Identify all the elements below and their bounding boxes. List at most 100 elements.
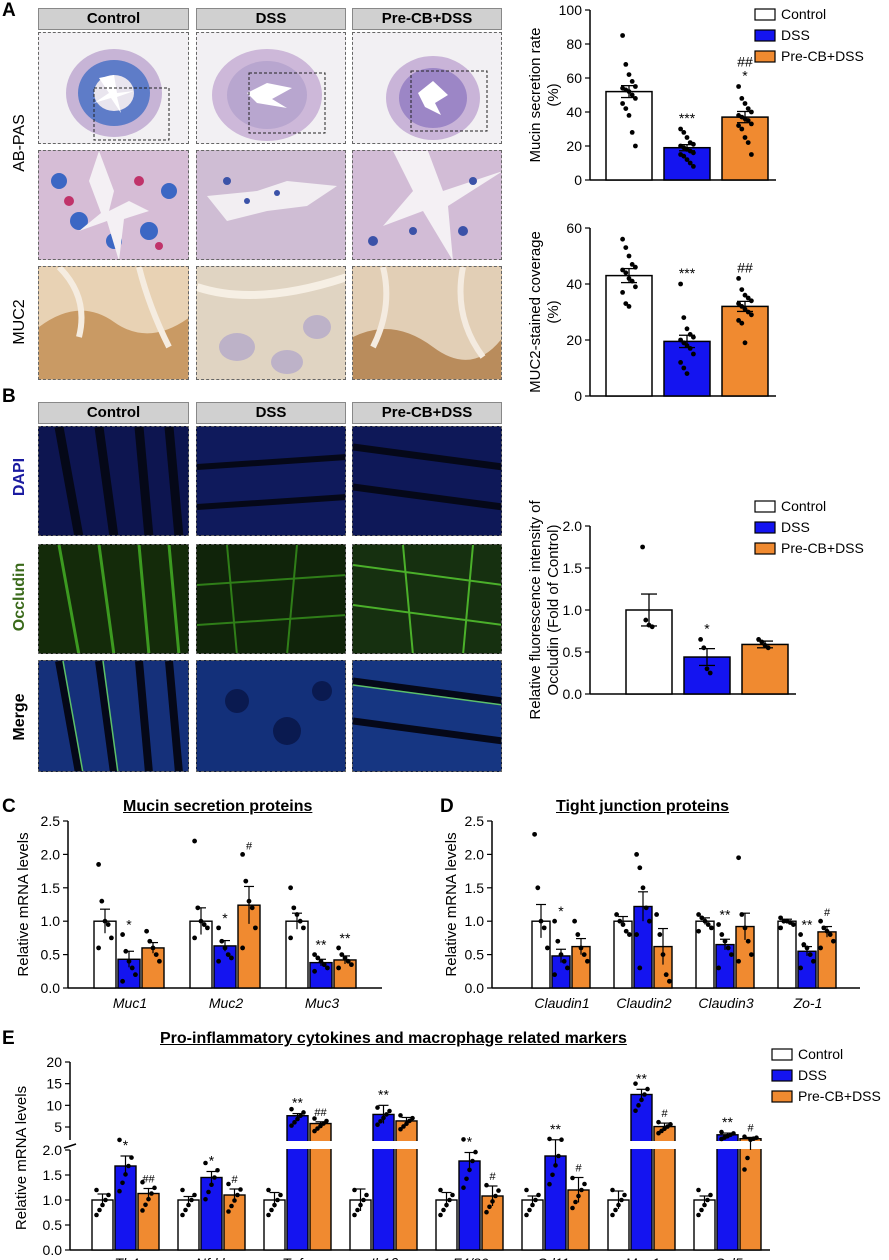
data-point bbox=[708, 1192, 713, 1198]
data-point bbox=[404, 1121, 409, 1127]
y-tick-label: 1.5 bbox=[43, 1167, 63, 1183]
data-point bbox=[180, 1212, 185, 1218]
bar-0-2 bbox=[137, 1192, 160, 1251]
y-axis-label: (%) bbox=[545, 300, 562, 323]
x-tick-label: Zo-1 bbox=[793, 995, 823, 1011]
data-point bbox=[269, 1207, 274, 1213]
significance-mark: * bbox=[123, 1137, 129, 1153]
bar-7-0 bbox=[693, 1199, 716, 1251]
muc2-control-image bbox=[38, 266, 189, 380]
row-label-merge: Merge bbox=[11, 693, 28, 741]
significance-mark: ## bbox=[142, 1174, 155, 1186]
data-point bbox=[818, 918, 823, 924]
data-point bbox=[222, 945, 228, 951]
data-point bbox=[180, 1187, 185, 1193]
significance-mark: ** bbox=[316, 937, 327, 953]
data-point bbox=[240, 852, 246, 857]
data-point bbox=[643, 617, 649, 623]
data-point bbox=[146, 1196, 151, 1202]
significance-mark: ** bbox=[636, 1070, 647, 1086]
legend-swatch-2 bbox=[754, 50, 776, 63]
x-tick-label: Ccl5 bbox=[714, 1255, 742, 1260]
y-axis-label: Relative mRNA levels bbox=[15, 832, 32, 976]
abpas-lowmag-precb-image bbox=[352, 32, 502, 144]
data-point bbox=[739, 320, 745, 326]
x-tick-label: Muc1 bbox=[113, 995, 147, 1011]
data-point bbox=[361, 1197, 366, 1203]
data-point bbox=[749, 298, 754, 304]
header-control-b: Control bbox=[38, 402, 189, 424]
data-point bbox=[663, 972, 669, 978]
significance-mark: # bbox=[575, 1163, 582, 1175]
axis-break-gap bbox=[395, 1141, 418, 1149]
data-point bbox=[804, 945, 810, 951]
data-point bbox=[745, 118, 751, 123]
data-point bbox=[731, 1131, 736, 1136]
header-precb-b: Pre-CB+DSS bbox=[352, 402, 502, 424]
data-point bbox=[575, 932, 581, 937]
data-point bbox=[473, 1149, 478, 1155]
data-point bbox=[620, 33, 625, 38]
data-point bbox=[129, 1155, 134, 1160]
significance-mark: # bbox=[747, 1122, 754, 1134]
data-point bbox=[696, 912, 701, 917]
data-point bbox=[545, 945, 550, 951]
data-point bbox=[291, 905, 297, 911]
x-tick-label: Cd11c bbox=[537, 1255, 576, 1260]
significance-mark: ** bbox=[340, 930, 351, 946]
data-point bbox=[691, 150, 696, 156]
x-tick-label: Claudin2 bbox=[616, 995, 671, 1011]
data-point bbox=[687, 332, 693, 337]
data-point bbox=[212, 1175, 217, 1180]
data-point bbox=[312, 968, 317, 974]
data-point bbox=[117, 1188, 122, 1194]
data-point bbox=[94, 1212, 99, 1218]
y-tick-label: 2.0 bbox=[43, 1142, 63, 1158]
bar-1-0 bbox=[613, 920, 633, 989]
data-point bbox=[623, 301, 629, 306]
axis-break-gap bbox=[653, 1141, 676, 1149]
y-tick-label: 1.5 bbox=[465, 880, 485, 896]
data-point bbox=[807, 952, 813, 957]
data-point bbox=[538, 918, 544, 924]
data-point bbox=[633, 264, 638, 270]
data-point bbox=[678, 281, 683, 287]
data-point bbox=[140, 1208, 145, 1213]
data-point bbox=[226, 1209, 231, 1214]
data-point bbox=[97, 1207, 102, 1213]
data-point bbox=[573, 1199, 578, 1205]
data-point bbox=[301, 925, 306, 931]
data-point bbox=[96, 862, 101, 867]
y-tick-label: 0 bbox=[574, 172, 582, 188]
data-point bbox=[550, 1172, 555, 1178]
data-point bbox=[660, 952, 666, 957]
data-point bbox=[253, 925, 258, 931]
data-point bbox=[192, 935, 198, 941]
bar-1 bbox=[663, 340, 711, 397]
bar-0-2 bbox=[141, 947, 165, 989]
data-point bbox=[657, 932, 663, 937]
merge-precb-image bbox=[352, 660, 502, 772]
data-point bbox=[668, 1122, 673, 1127]
data-point bbox=[278, 1192, 283, 1198]
data-point bbox=[203, 1160, 208, 1166]
data-point bbox=[384, 1112, 389, 1117]
data-point bbox=[375, 1105, 380, 1110]
data-point bbox=[561, 958, 567, 964]
data-point bbox=[705, 922, 711, 927]
bar-1-1 bbox=[200, 1176, 223, 1251]
data-point bbox=[745, 140, 751, 146]
data-point bbox=[532, 831, 537, 837]
data-point bbox=[315, 955, 321, 961]
y-tick-label: 2.0 bbox=[465, 846, 485, 862]
data-point bbox=[289, 1123, 294, 1128]
merge-control-image bbox=[38, 660, 189, 772]
data-point bbox=[582, 1181, 587, 1187]
header-precb-a: Pre-CB+DSS bbox=[352, 8, 502, 30]
data-point bbox=[667, 978, 672, 984]
significance-mark: ** bbox=[550, 1121, 561, 1137]
bar-3-2 bbox=[395, 1120, 418, 1251]
data-point bbox=[620, 236, 625, 242]
y-tick-label: 2.5 bbox=[465, 813, 485, 829]
data-point bbox=[702, 918, 708, 924]
